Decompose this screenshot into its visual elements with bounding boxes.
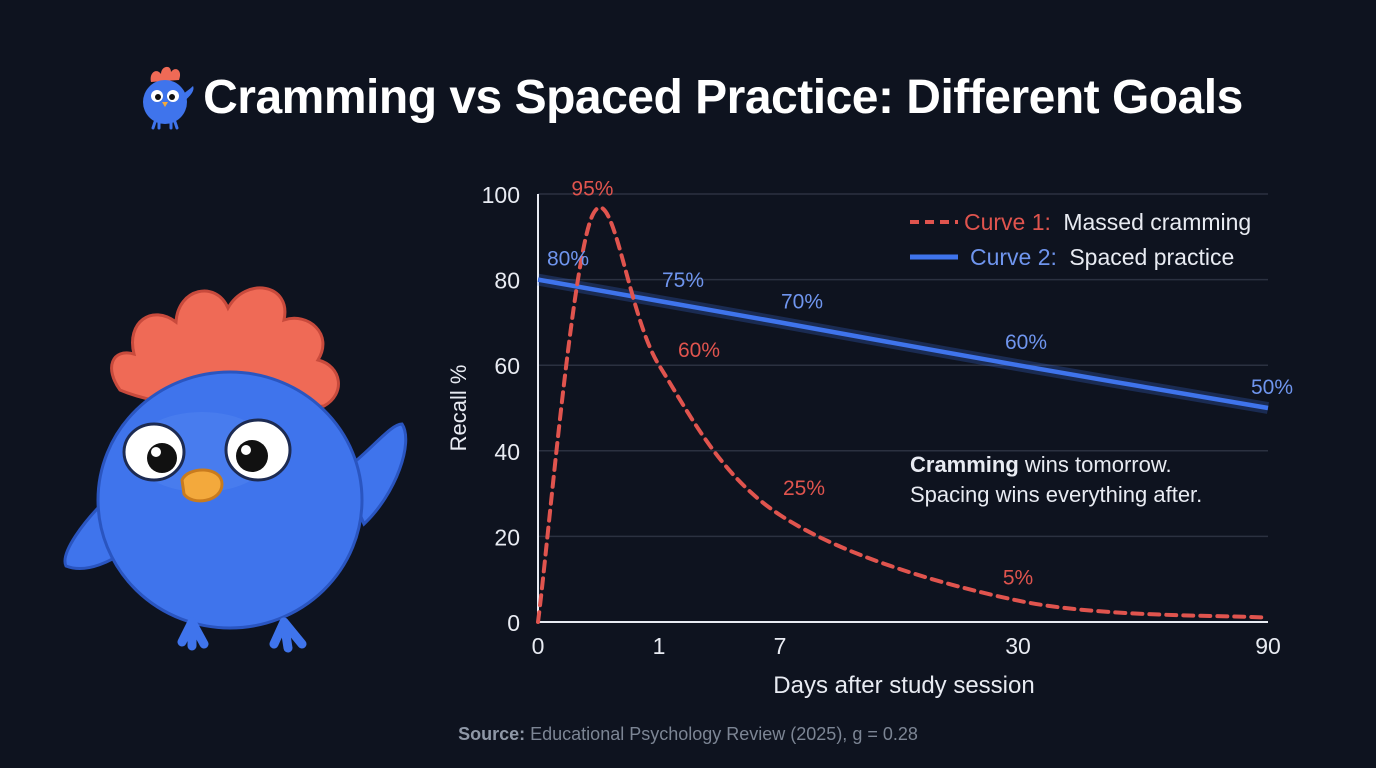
x-tick-label-90: 90 bbox=[1255, 633, 1281, 659]
blue-bird-mascot-icon bbox=[63, 286, 408, 653]
x-tick-label-30: 30 bbox=[1005, 633, 1031, 659]
data-labels: 95% 60% 25% 5% 80% 75% 70% 60% 50% bbox=[547, 177, 1293, 589]
annotation-bold: Cramming bbox=[910, 452, 1019, 477]
legend-entry-cramming: Curve 1: Massed cramming bbox=[964, 209, 1251, 235]
x-tick-label-7: 7 bbox=[774, 633, 787, 659]
y-axis-label: Recall % bbox=[446, 365, 471, 452]
source-text: Educational Psychology Review (2025), g … bbox=[525, 724, 918, 744]
bird-icon bbox=[143, 66, 194, 130]
axes: 0 20 40 60 80 100 0 1 7 30 90 bbox=[482, 182, 1281, 659]
cramming-label-30: 5% bbox=[1003, 567, 1033, 590]
annotation: Cramming wins tomorrow. Spacing wins eve… bbox=[910, 452, 1202, 507]
legend-name-cramming: Massed cramming bbox=[1063, 209, 1251, 235]
y-tick-label-100: 100 bbox=[482, 182, 520, 208]
spaced-label-0: 80% bbox=[547, 248, 589, 271]
annotation-line-2: Spacing wins everything after. bbox=[910, 482, 1202, 507]
source-note: Source: Educational Psychology Review (2… bbox=[0, 724, 1376, 745]
grid-lines bbox=[538, 193, 1268, 538]
annotation-line-1: Cramming wins tomorrow. bbox=[910, 452, 1172, 477]
y-tick-label-80: 80 bbox=[494, 268, 520, 294]
legend-entry-spaced: Curve 2: Spaced practice bbox=[970, 244, 1234, 270]
y-tick-label-60: 60 bbox=[494, 353, 520, 379]
legend-prefix-cramming: Curve 1: bbox=[964, 209, 1051, 235]
spaced-label-90: 50% bbox=[1251, 376, 1293, 399]
spaced-label-1: 75% bbox=[662, 269, 704, 292]
spaced-label-7: 70% bbox=[781, 290, 823, 313]
title-bar: Cramming vs Spaced Practice: Different G… bbox=[0, 62, 1376, 132]
legend: Curve 1: Massed cramming Curve 2: Spaced… bbox=[910, 209, 1251, 270]
legend-prefix-spaced: Curve 2: bbox=[970, 244, 1057, 270]
cramming-label-1: 60% bbox=[678, 339, 720, 362]
cramming-label-7: 25% bbox=[783, 477, 825, 500]
cramming-label-0.45: 95% bbox=[571, 177, 613, 200]
annotation-rest: wins tomorrow. bbox=[1019, 452, 1172, 477]
x-tick-label-1: 1 bbox=[653, 633, 666, 659]
y-tick-label-20: 20 bbox=[494, 524, 520, 550]
x-tick-label-0: 0 bbox=[532, 633, 545, 659]
x-axis-label: Days after study session bbox=[773, 672, 1034, 699]
legend-name-spaced: Spaced practice bbox=[1069, 244, 1234, 270]
y-tick-label-40: 40 bbox=[494, 439, 520, 465]
y-tick-label-0: 0 bbox=[507, 610, 520, 636]
massed-cramming-line bbox=[536, 205, 1270, 624]
series-lines bbox=[536, 205, 1270, 624]
spaced-label-30: 60% bbox=[1005, 331, 1047, 354]
source-label: Source: bbox=[458, 724, 526, 744]
page-title: Cramming vs Spaced Practice: Different G… bbox=[203, 70, 1243, 124]
